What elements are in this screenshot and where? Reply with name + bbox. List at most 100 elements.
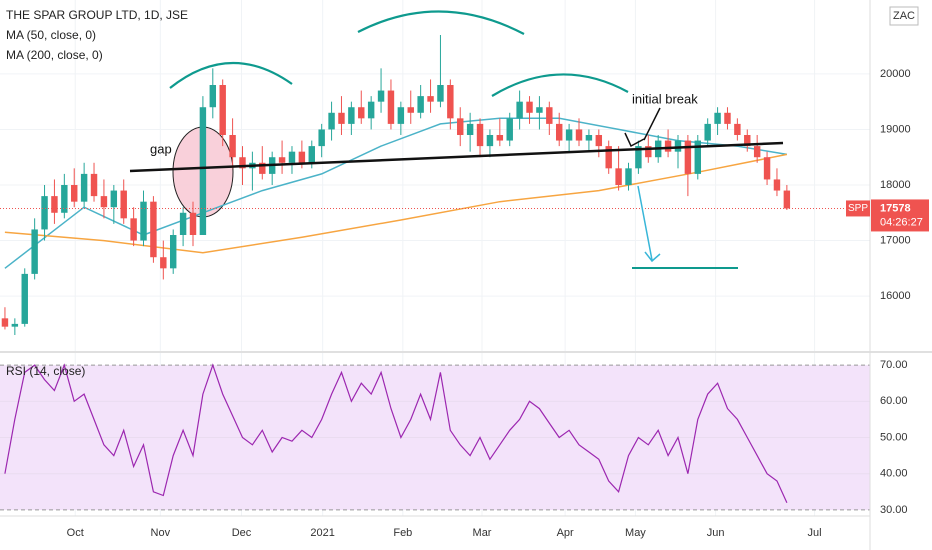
currency: ZAC bbox=[893, 10, 915, 22]
candle-body bbox=[447, 85, 454, 119]
candle-body bbox=[150, 201, 157, 258]
candle-body bbox=[773, 179, 781, 191]
candle-body bbox=[21, 273, 28, 324]
candle-body bbox=[585, 135, 593, 141]
candle-body bbox=[457, 118, 464, 135]
countdown: 04:26:27 bbox=[880, 216, 923, 228]
left-shoulder-arc bbox=[169, 61, 293, 89]
candle-body bbox=[753, 146, 761, 158]
candle-body bbox=[486, 135, 494, 147]
candle-body bbox=[51, 196, 58, 213]
candle-body bbox=[61, 185, 68, 213]
candle-body bbox=[90, 173, 98, 197]
candle-body bbox=[783, 190, 791, 209]
candle-body bbox=[130, 218, 137, 241]
price-marks bbox=[0, 35, 870, 335]
chart-title: THE SPAR GROUP LTD, 1D, JSE bbox=[6, 8, 188, 22]
y-tick-label: 70.00 bbox=[880, 359, 908, 371]
candle-body bbox=[189, 212, 197, 235]
axis-layer: Oct Nov Dec 2021 Feb Mar Apr May Jun Jul 16000 1700… bbox=[67, 68, 929, 539]
candle-body bbox=[516, 101, 523, 119]
symbol-label: SPP bbox=[848, 203, 868, 214]
currency-box bbox=[889, 6, 919, 26]
break-arrow bbox=[624, 107, 661, 148]
candle-body bbox=[298, 151, 306, 163]
candle-body bbox=[466, 123, 474, 135]
y-tick-label: 50.00 bbox=[880, 431, 908, 443]
candle-body bbox=[437, 85, 444, 102]
y-tick-label: 17000 bbox=[880, 234, 911, 246]
candle-body bbox=[536, 107, 543, 113]
candle-body bbox=[120, 190, 127, 219]
candle-body bbox=[377, 90, 385, 102]
target-arrow bbox=[637, 185, 661, 263]
x-tick-label: 2021 bbox=[310, 527, 334, 539]
rsi-line bbox=[4, 363, 788, 503]
candle-body bbox=[1, 318, 9, 327]
candle-body bbox=[595, 135, 603, 147]
candle-body bbox=[635, 146, 642, 169]
x-tick-label: Mar bbox=[473, 527, 492, 539]
candle-body bbox=[704, 123, 711, 141]
candle-body bbox=[684, 140, 692, 174]
candle-body bbox=[278, 157, 286, 163]
candle-body bbox=[575, 129, 583, 141]
candle-body bbox=[328, 112, 335, 130]
candle-body bbox=[160, 257, 167, 269]
candle-body bbox=[71, 185, 78, 202]
rsi-layer bbox=[0, 363, 870, 511]
price-label: 17578 bbox=[880, 202, 911, 214]
x-tick-label: Apr bbox=[557, 527, 574, 539]
candle-body bbox=[387, 90, 395, 124]
candle-body bbox=[694, 140, 701, 174]
candle-body bbox=[239, 157, 246, 169]
candle-body bbox=[367, 101, 375, 119]
candle-body bbox=[219, 85, 226, 135]
right-shoulder-arc bbox=[491, 73, 629, 97]
candle-body bbox=[724, 112, 731, 124]
candle-body bbox=[605, 146, 612, 169]
candle-body bbox=[417, 96, 424, 113]
y-tick-label: 30.00 bbox=[880, 504, 908, 516]
candle-body bbox=[664, 140, 672, 152]
candle-body bbox=[288, 151, 296, 163]
y-tick-label: 19000 bbox=[880, 123, 911, 135]
x-tick-label: Feb bbox=[393, 527, 412, 539]
price-box bbox=[871, 199, 929, 232]
y-tick-label: 20000 bbox=[880, 68, 911, 80]
neckline bbox=[129, 141, 784, 173]
legend-entry: RSI (14, close) bbox=[6, 364, 85, 378]
candle-body bbox=[674, 140, 682, 152]
x-tick-label: Dec bbox=[232, 527, 252, 539]
candle-body bbox=[358, 107, 365, 119]
candle-body bbox=[397, 107, 405, 124]
candle-body bbox=[427, 96, 434, 102]
candle-body bbox=[100, 196, 108, 208]
y-tick-label: 18000 bbox=[880, 179, 911, 191]
candle-body bbox=[407, 107, 414, 113]
candle-body bbox=[229, 135, 236, 158]
y-tick-label: 16000 bbox=[880, 290, 911, 302]
annotation: initial break bbox=[632, 91, 698, 106]
candle-body bbox=[546, 107, 553, 124]
candle-body bbox=[615, 168, 622, 185]
candle-body bbox=[110, 190, 118, 208]
candle-body bbox=[140, 201, 147, 241]
candle-body bbox=[199, 107, 207, 235]
candle-body bbox=[744, 135, 751, 147]
candle-body bbox=[714, 112, 721, 124]
head-arc bbox=[357, 10, 525, 35]
candle-body bbox=[625, 168, 632, 185]
symbol-box bbox=[846, 200, 870, 217]
ma-line bbox=[4, 153, 788, 254]
candle-body bbox=[763, 157, 771, 180]
y-tick-label: 40.00 bbox=[880, 468, 908, 480]
candle-body bbox=[506, 118, 513, 141]
candle-body bbox=[565, 129, 573, 141]
candle-body bbox=[526, 101, 533, 113]
candle-body bbox=[555, 123, 563, 141]
y-tick-label: 60.00 bbox=[880, 395, 908, 407]
x-tick-label: Nov bbox=[151, 527, 171, 539]
candle-body bbox=[11, 323, 19, 327]
